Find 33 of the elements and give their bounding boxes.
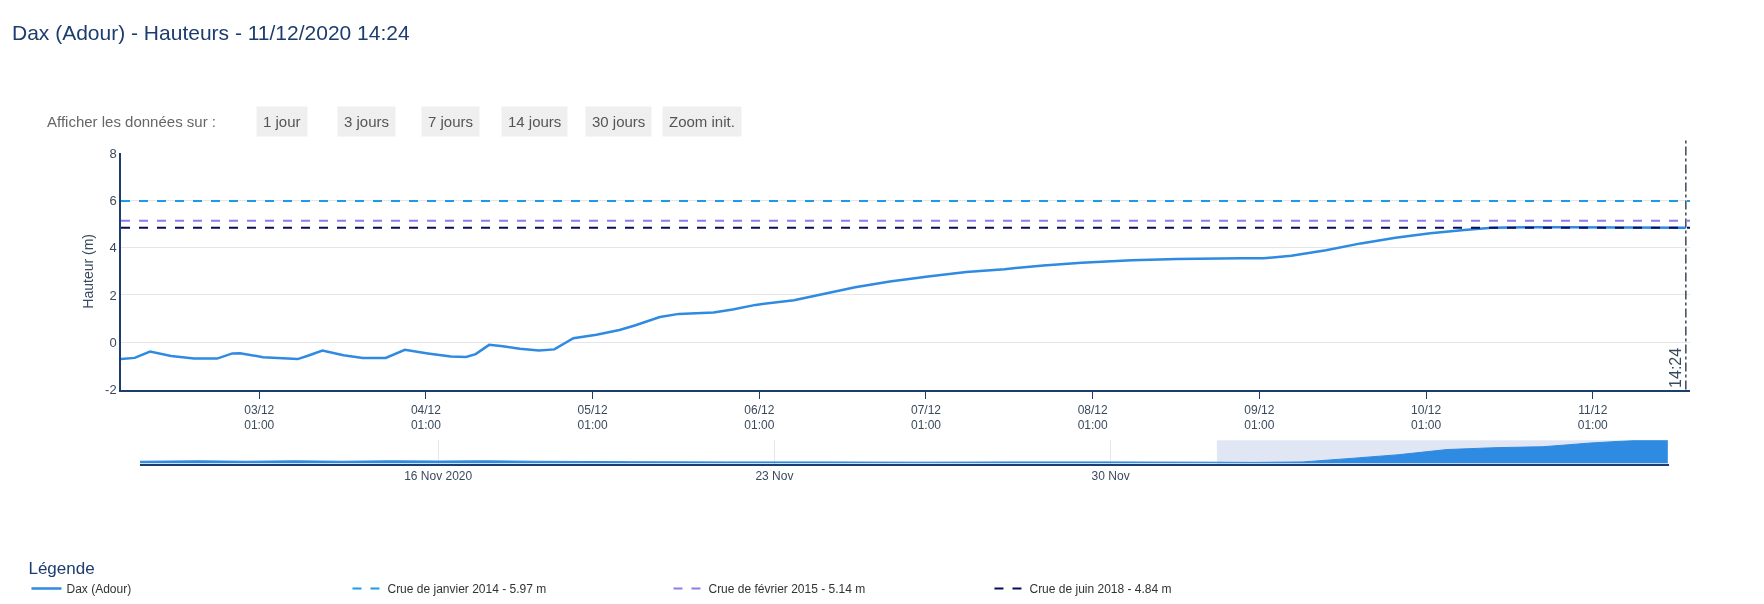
y-tick-label: 2 — [109, 287, 117, 303]
legend-label: Crue de juin 2018 - 4.84 m — [1029, 582, 1172, 597]
legend-title: Légende — [28, 559, 95, 579]
x-tick-label: 23 Nov — [755, 468, 794, 483]
chart-title: Dax (Adour) - Hauteurs - 11/12/2020 14:24 — [12, 21, 410, 44]
x-tick-label: 04/12 01:00 — [410, 402, 442, 433]
y-axis-title: Hauteur (m) — [80, 233, 97, 309]
legend-label: Crue de février 2015 - 5.14 m — [708, 582, 866, 597]
x-tick-label: 03/12 01:00 — [244, 402, 275, 433]
y-tick-label: 4 — [109, 240, 117, 256]
x-tick-label: 07/12 01:00 — [910, 402, 942, 433]
x-tick-label: 11/12 01:00 — [1577, 402, 1609, 433]
text: 14 jours — [508, 113, 562, 130]
x-tick-label: 10/12 01:00 — [1411, 402, 1442, 433]
text: 7 jours — [428, 113, 474, 130]
y-tick-label: -2 — [105, 382, 117, 398]
x-tick-label: 08/12 01:00 — [1077, 402, 1109, 433]
y-tick-label: 6 — [109, 192, 117, 208]
text: 3 jours — [344, 113, 390, 130]
x-tick-label: 09/12 01:00 — [1244, 402, 1275, 433]
text: 1 jour — [263, 113, 301, 130]
text: 30 jours — [592, 113, 646, 130]
text: Zoom init. — [669, 113, 735, 130]
x-tick-label: 30 Nov — [1091, 468, 1130, 483]
legend-label: Crue de janvier 2014 - 5.97 m — [387, 582, 547, 597]
text: Afficher les données sur : — [47, 113, 216, 130]
x-tick-label: 06/12 01:00 — [744, 402, 775, 433]
y-tick-label: 8 — [109, 145, 117, 161]
x-tick-label: 05/12 01:00 — [577, 402, 608, 433]
x-tick-label: 16 Nov 2020 — [404, 468, 473, 483]
ref-line-label: 14:24 — [1666, 347, 1684, 388]
y-tick-label: 0 — [109, 334, 117, 350]
legend-label: Dax (Adour) — [66, 582, 132, 597]
